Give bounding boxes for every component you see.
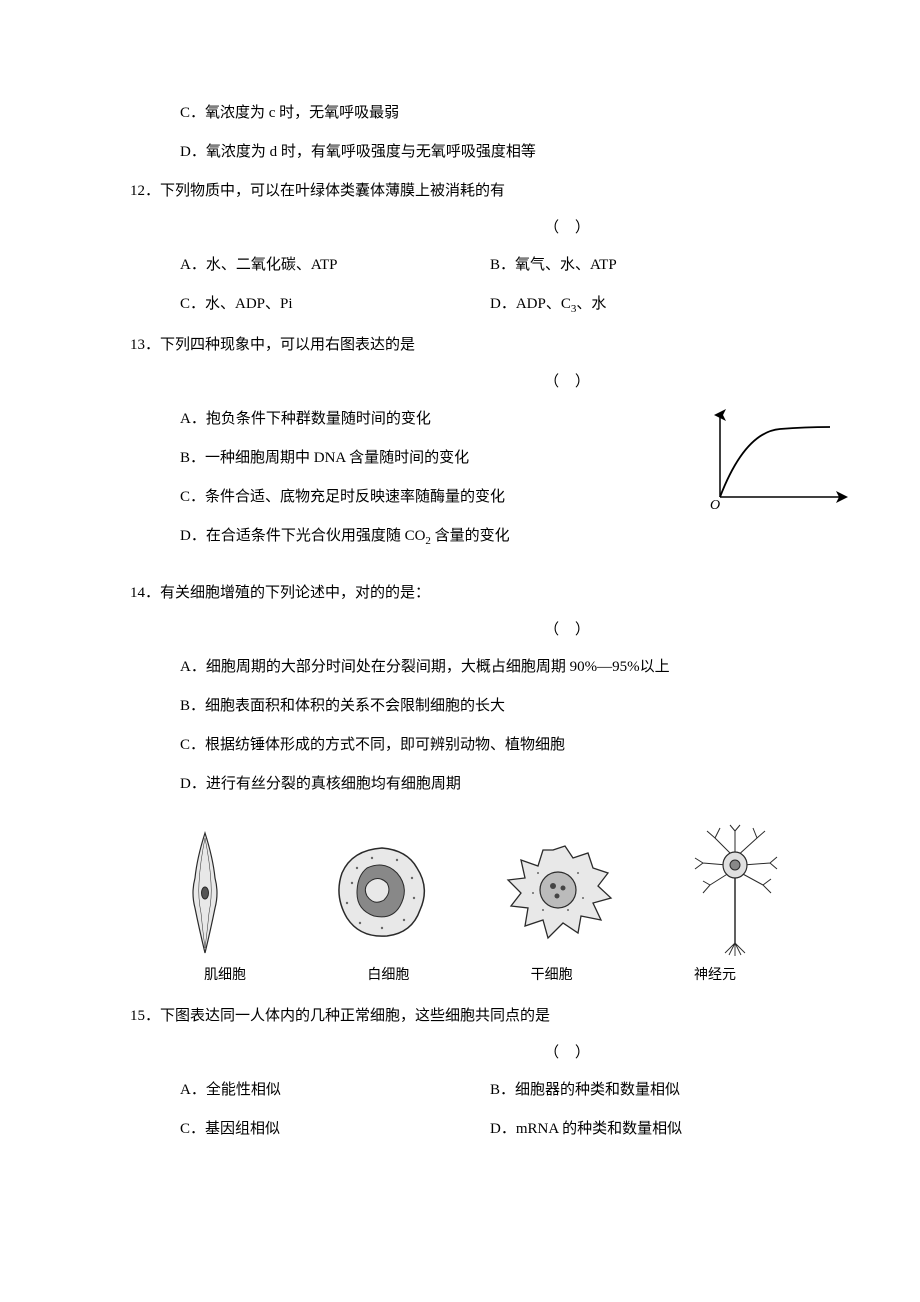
q15-option-a: A．全能性相似 [180, 1077, 490, 1104]
q14-text: 有关细胞增殖的下列论述中，对的的是： [160, 580, 430, 607]
q12-blank: （ ） [330, 215, 810, 242]
q12-row1: A．水、二氧化碳、ATP B．氧气、水、ATP [180, 252, 810, 279]
q15-text: 下图表达同一人体内的几种正常细胞，这些细胞共同点的是 [160, 1003, 550, 1030]
q15-number: 15． [130, 1003, 160, 1030]
q15-row1: A．全能性相似 B．细胞器的种类和数量相似 [180, 1077, 810, 1104]
stem-cell-icon [493, 828, 623, 958]
q13-text: 下列四种现象中，可以用右图表达的是 [160, 332, 415, 359]
q12-option-a: A．水、二氧化碳、ATP [180, 252, 490, 279]
q11-option-c: C．氧浓度为 c 时，无氧呼吸最弱 [180, 100, 810, 127]
label-stem: 干细胞 [487, 963, 617, 988]
saturation-curve [720, 427, 830, 497]
q14-number: 14． [130, 580, 160, 607]
q13-container: 13． 下列四种现象中，可以用右图表达的是 （ ） A．抱负条件下种群数量随时间… [130, 332, 810, 552]
cell-images-row [130, 828, 810, 958]
q12-option-d: D．ADP、C3、水 [490, 291, 810, 320]
cell-labels-row: 肌细胞 白细胞 干细胞 神经元 [130, 963, 810, 988]
q13-option-d: D．在合适条件下光合伙用强度随 CO2 含量的变化 [180, 523, 810, 552]
origin-label: O [710, 498, 720, 513]
q14-blank: （ ） [330, 617, 810, 644]
q15-option-d: D．mRNA 的种类和数量相似 [490, 1116, 810, 1143]
q14-stem: 14． 有关细胞增殖的下列论述中，对的的是： [130, 580, 810, 607]
muscle-cell-icon [140, 828, 270, 958]
q15-option-c: C．基因组相似 [180, 1116, 490, 1143]
saturation-curve-chart: O [700, 407, 850, 517]
q13-stem: 13． 下列四种现象中，可以用右图表达的是 [130, 332, 810, 359]
q14-option-c: C．根据纺锤体形成的方式不同，即可辨别动物、植物细胞 [180, 732, 810, 759]
q13-blank: （ ） [330, 369, 810, 396]
label-muscle: 肌细胞 [160, 963, 290, 988]
q11-option-d: D．氧浓度为 d 时，有氧呼吸强度与无氧呼吸强度相等 [180, 139, 810, 166]
q12-option-c: C．水、ADP、Pi [180, 291, 490, 320]
q12-number: 12． [130, 178, 160, 205]
q15-row2: C．基因组相似 D．mRNA 的种类和数量相似 [180, 1116, 810, 1143]
neuron-icon [670, 828, 800, 958]
q12-stem: 12． 下列物质中，可以在叶绿体类囊体薄膜上被消耗的有 [130, 178, 810, 205]
q14-option-b: B．细胞表面积和体积的关系不会限制细胞的长大 [180, 693, 810, 720]
q12-option-b: B．氧气、水、ATP [490, 252, 810, 279]
q15-option-b: B．细胞器的种类和数量相似 [490, 1077, 810, 1104]
q13-number: 13． [130, 332, 160, 359]
q15-blank: （ ） [330, 1040, 810, 1067]
q15-stem: 15． 下图表达同一人体内的几种正常细胞，这些细胞共同点的是 [130, 1003, 810, 1030]
white-blood-cell-icon [317, 828, 447, 958]
label-neuron: 神经元 [650, 963, 780, 988]
q14-option-d: D．进行有丝分裂的真核细胞均有细胞周期 [180, 771, 810, 798]
label-white: 白细胞 [323, 963, 453, 988]
q14-option-a: A．细胞周期的大部分时间处在分裂间期，大概占细胞周期 90%—95%以上 [180, 654, 810, 681]
q12-row2: C．水、ADP、Pi D．ADP、C3、水 [180, 291, 810, 320]
q12-text: 下列物质中，可以在叶绿体类囊体薄膜上被消耗的有 [160, 178, 505, 205]
